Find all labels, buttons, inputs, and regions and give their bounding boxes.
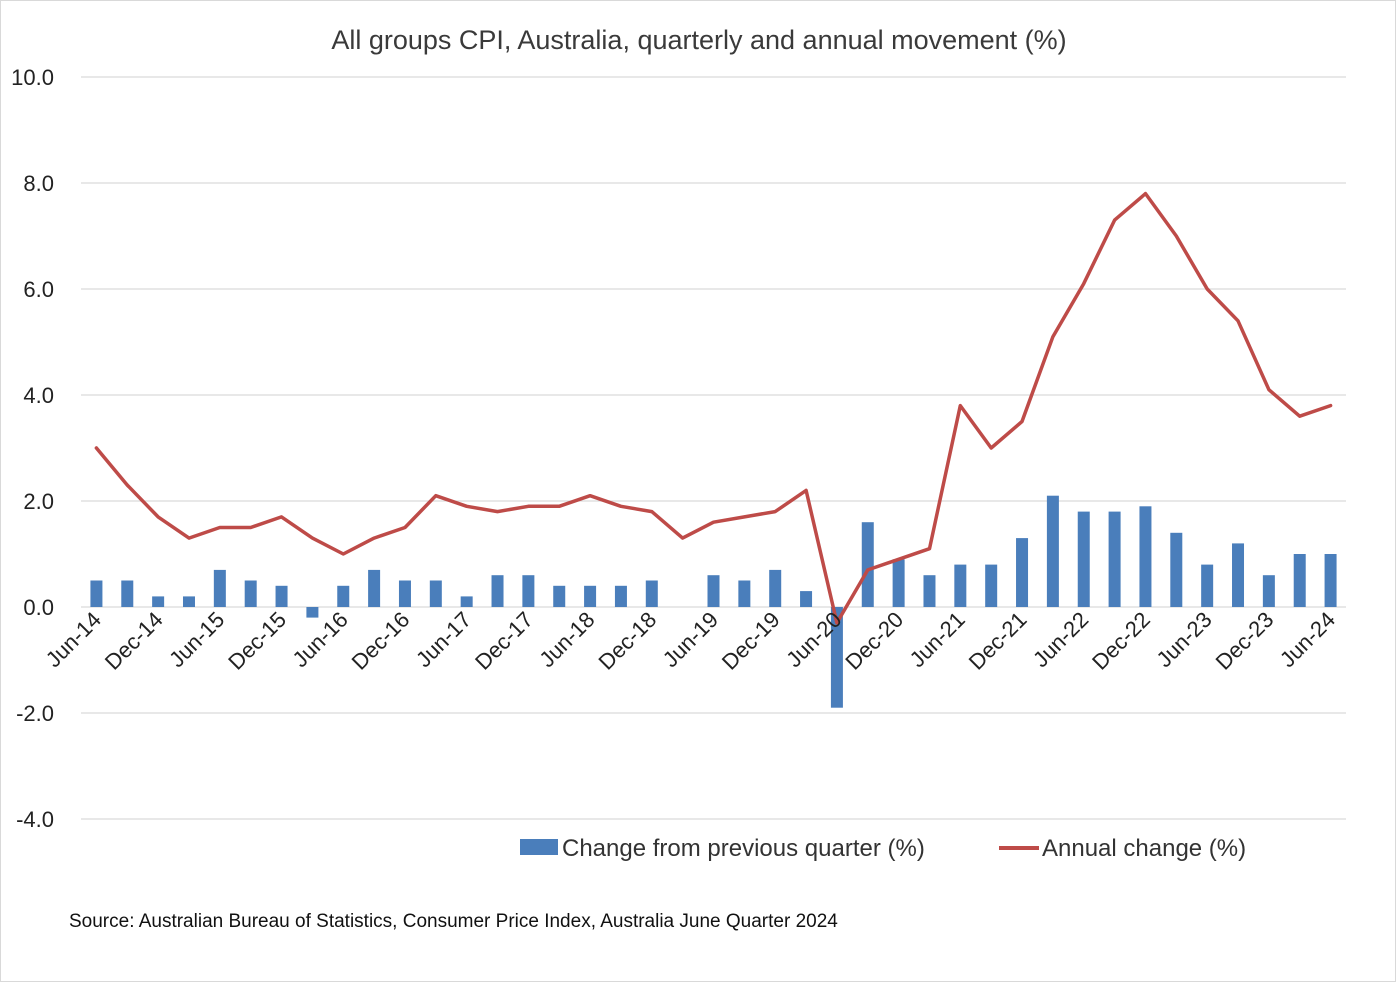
bar-Mar-16: [306, 607, 319, 618]
bar-Sep-16: [368, 569, 381, 607]
bar-Sep-17: [491, 575, 504, 607]
x-tick-label: Jun-21: [905, 607, 970, 672]
x-axis-tick-labels: Jun-14Dec-14Jun-15Dec-15Jun-16Dec-16Jun-…: [41, 607, 1340, 675]
bar-Jun-15: [213, 569, 226, 607]
bar-Mar-21: [923, 575, 936, 607]
x-tick-label: Jun-16: [288, 607, 353, 672]
chart-title: All groups CPI, Australia, quarterly and…: [331, 25, 1066, 55]
y-tick-label: 4.0: [23, 383, 54, 408]
x-tick-label: Dec-15: [223, 607, 291, 675]
y-tick-label: -4.0: [16, 807, 54, 832]
legend-label-quarterly: Change from previous quarter (%): [562, 835, 925, 862]
bar-Mar-22: [1046, 495, 1059, 607]
bar-Mar-18: [553, 585, 566, 607]
bar-Dec-22: [1139, 506, 1152, 607]
x-tick-label: Dec-19: [717, 607, 785, 675]
x-tick-label: Dec-18: [594, 607, 662, 675]
y-tick-label: 10.0: [11, 65, 54, 90]
bar-Dec-20: [892, 559, 905, 607]
bar-Jun-18: [584, 585, 597, 607]
annual-change-line: [94, 191, 1333, 625]
bar-Sep-15: [244, 580, 257, 607]
y-tick-label: 0.0: [23, 595, 54, 620]
bar-Jun-20: [830, 607, 843, 708]
bar-Sep-18: [614, 585, 627, 607]
bar-Sep-23: [1232, 543, 1245, 607]
x-tick-label: Dec-14: [100, 607, 168, 675]
y-tick-label: 8.0: [23, 171, 54, 196]
bar-Dec-17: [522, 575, 535, 607]
bar-Dec-14: [152, 596, 165, 607]
bar-Sep-14: [121, 580, 134, 607]
bar-Mar-15: [182, 596, 195, 607]
bar-Jun-24: [1324, 554, 1337, 607]
bar-Dec-19: [769, 569, 782, 607]
legend-swatch-quarterly: [520, 839, 558, 855]
bar-Jun-17: [460, 596, 473, 607]
bar-Sep-22: [1108, 511, 1121, 607]
bar-Sep-20: [861, 522, 874, 607]
bar-Dec-23: [1262, 575, 1275, 607]
x-tick-label: Dec-20: [840, 607, 908, 675]
bar-Jun-14: [90, 580, 103, 607]
bar-Mar-24: [1293, 554, 1306, 607]
y-tick-label: -2.0: [16, 701, 54, 726]
y-tick-label: 2.0: [23, 489, 54, 514]
x-tick-label: Dec-17: [470, 607, 538, 675]
bar-Mar-23: [1170, 532, 1183, 607]
y-tick-label: 6.0: [23, 277, 54, 302]
bar-Dec-16: [398, 580, 411, 607]
bar-Jun-16: [337, 585, 350, 607]
bar-Jun-22: [1077, 511, 1090, 607]
x-tick-label: Dec-22: [1087, 607, 1155, 675]
bar-Sep-21: [985, 564, 998, 607]
quarterly-change-bars: [90, 495, 1337, 708]
x-tick-label: Jun-18: [534, 607, 599, 672]
x-tick-label: Jun-22: [1028, 607, 1093, 672]
x-tick-label: Dec-23: [1211, 607, 1279, 675]
bar-Mar-17: [429, 580, 442, 607]
bar-Jun-21: [954, 564, 967, 607]
gridlines: [81, 76, 1346, 820]
bar-Jun-23: [1201, 564, 1214, 607]
x-tick-label: Jun-23: [1151, 607, 1216, 672]
bar-Jun-19: [707, 575, 720, 607]
annual-change-line-group: [94, 191, 1333, 625]
bar-Dec-15: [275, 585, 288, 607]
legend-label-annual: Annual change (%): [1042, 835, 1246, 862]
bar-Dec-18: [645, 580, 658, 607]
legend: Change from previous quarter (%) Annual …: [520, 835, 1246, 862]
source-note: Source: Australian Bureau of Statistics,…: [69, 911, 838, 932]
bar-Sep-19: [738, 580, 751, 607]
bar-Dec-21: [1016, 538, 1029, 607]
y-axis-tick-labels: 10.0 8.0 6.0 4.0 2.0 0.0 -2.0 -4.0: [11, 65, 54, 832]
x-tick-label: Dec-21: [964, 607, 1032, 675]
x-tick-label: Jun-15: [164, 607, 229, 672]
x-tick-label: Dec-16: [347, 607, 415, 675]
x-tick-label: Jun-19: [658, 607, 723, 672]
x-tick-label: Jun-17: [411, 607, 476, 672]
x-tick-label: Jun-24: [1275, 607, 1340, 672]
bar-Mar-20: [800, 591, 813, 607]
